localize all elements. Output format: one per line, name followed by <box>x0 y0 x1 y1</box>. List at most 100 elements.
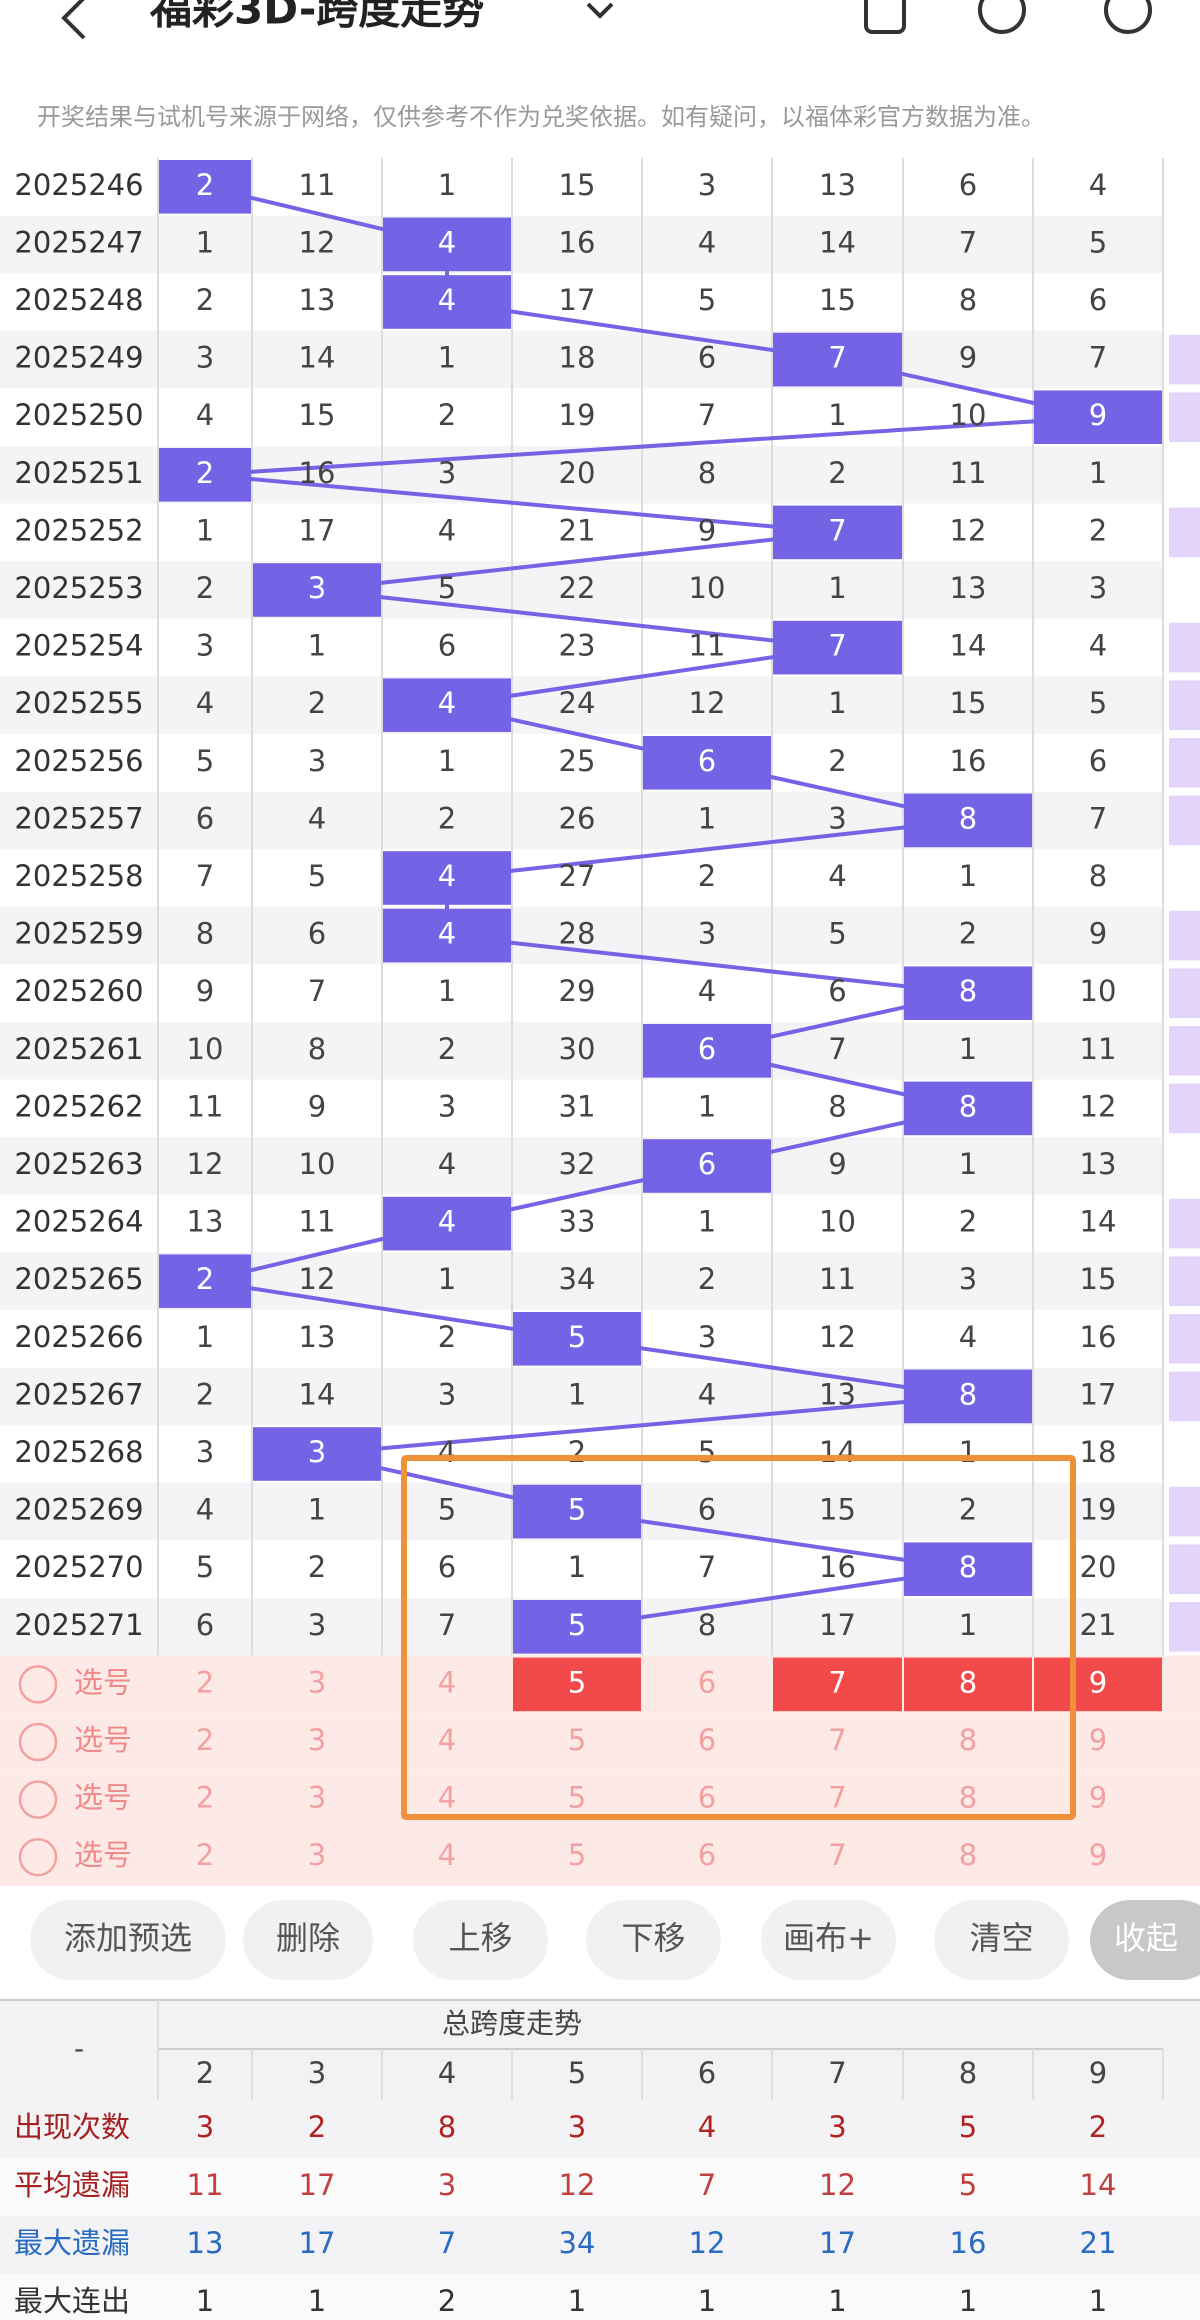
dropdown-icon[interactable] <box>586 2 614 19</box>
side-strip-block <box>1169 622 1200 673</box>
miss-count: 6 <box>196 1608 214 1642</box>
stats-value: 1 <box>568 2284 586 2318</box>
miss-count: 2 <box>196 283 214 317</box>
miss-count: 3 <box>308 744 326 778</box>
hit-number: 7 <box>828 341 846 375</box>
side-strip-block <box>1169 1314 1200 1364</box>
picker-radio[interactable] <box>18 1665 58 1704</box>
row-bg <box>0 849 1163 907</box>
picker-radio[interactable] <box>18 1722 58 1762</box>
picker-cell-selected[interactable] <box>513 1657 641 1712</box>
miss-count: 6 <box>308 917 326 951</box>
picker-cell-selected[interactable] <box>773 1657 902 1712</box>
hit-number: 6 <box>698 1147 716 1181</box>
stats-value: 5 <box>959 2168 977 2202</box>
trend-line <box>446 818 969 880</box>
action-button[interactable] <box>761 1900 896 1980</box>
stats-value: 8 <box>438 2110 456 2144</box>
miss-count: 4 <box>1089 168 1107 202</box>
action-button[interactable] <box>1090 1900 1200 1980</box>
miss-count: 4 <box>196 1493 214 1527</box>
trend-line <box>316 1452 578 1514</box>
action-button[interactable] <box>934 1900 1069 1980</box>
stats-value: 4 <box>698 2110 716 2144</box>
miss-count: 1 <box>308 1493 326 1527</box>
action-button[interactable] <box>413 1900 548 1980</box>
miss-count: 16 <box>819 1550 856 1584</box>
miss-count: 2 <box>438 801 456 835</box>
back-button[interactable] <box>61 0 86 40</box>
action-button[interactable] <box>30 1900 226 1980</box>
picker-label: 选号 <box>74 1838 132 1872</box>
miss-count: 4 <box>196 686 214 720</box>
period-label: 2025267 <box>14 1377 143 1411</box>
trend-line <box>446 300 838 362</box>
miss-count: 12 <box>689 686 726 720</box>
stats-value: 2 <box>1089 2110 1107 2144</box>
picker-number: 7 <box>828 1665 846 1699</box>
miss-count: 2 <box>698 1262 716 1296</box>
miss-count: 5 <box>438 571 456 605</box>
picker-number: 7 <box>828 1838 846 1872</box>
side-strip-block <box>1169 738 1200 788</box>
miss-count: 14 <box>950 629 987 663</box>
picker-cell-selected[interactable] <box>1034 1657 1162 1712</box>
picker-number: 4 <box>438 1838 456 1872</box>
miss-count: 26 <box>559 801 596 835</box>
picker-number: 9 <box>1089 1665 1107 1699</box>
miss-count: 1 <box>828 398 846 432</box>
miss-count: 15 <box>299 398 336 432</box>
miss-count: 1 <box>196 225 214 259</box>
trend-line <box>204 472 838 535</box>
row-bg <box>0 330 1163 389</box>
miss-count: 7 <box>698 1550 716 1584</box>
device-icon[interactable] <box>864 0 906 34</box>
miss-count: 6 <box>698 1493 716 1527</box>
miss-count: 3 <box>828 801 846 835</box>
miss-count: 12 <box>187 1147 224 1181</box>
miss-count: 32 <box>559 1147 596 1181</box>
miss-count: 1 <box>568 1550 586 1584</box>
hit-number: 4 <box>438 225 456 259</box>
side-strip-block <box>1169 392 1200 442</box>
miss-count: 4 <box>308 801 326 835</box>
miss-count: 2 <box>828 744 846 778</box>
miss-count: 3 <box>438 1377 456 1411</box>
miss-count: 12 <box>819 1320 856 1354</box>
miss-count: 10 <box>299 1147 336 1181</box>
button-label: 清空 <box>969 1919 1033 1957</box>
picker-number: 2 <box>196 1838 214 1872</box>
share-icon[interactable] <box>978 0 1026 34</box>
miss-count: 7 <box>698 398 716 432</box>
miss-count: 10 <box>689 571 726 605</box>
miss-count: 5 <box>196 744 214 778</box>
annotation-box <box>401 1455 1076 1820</box>
picker-radio[interactable] <box>18 1837 58 1877</box>
period-label: 2025251 <box>14 456 143 490</box>
period-label: 2025270 <box>14 1550 143 1584</box>
miss-count: 3 <box>308 1608 326 1642</box>
row-bg <box>0 561 1163 619</box>
action-button[interactable] <box>586 1900 721 1980</box>
stats-row-bg <box>0 2158 1200 2216</box>
hit-number: 6 <box>698 1032 716 1066</box>
picker-cell-selected[interactable] <box>904 1657 1032 1712</box>
picker-number: 5 <box>568 1665 586 1699</box>
miss-count: 1 <box>196 1320 214 1354</box>
miss-count: 7 <box>1089 801 1107 835</box>
miss-count: 2 <box>438 1032 456 1066</box>
action-button[interactable] <box>243 1900 373 1980</box>
picker-radio[interactable] <box>18 1780 58 1819</box>
trend-line <box>446 1164 708 1226</box>
miss-count: 11 <box>950 456 987 490</box>
miss-count: 8 <box>1089 859 1107 893</box>
stats-value: 34 <box>559 2226 596 2260</box>
miss-count: 18 <box>1080 1435 1117 1469</box>
picker-number: 8 <box>959 1665 977 1699</box>
stats-row-bg <box>0 2216 1200 2274</box>
miss-count: 13 <box>819 168 856 202</box>
miss-count: 4 <box>828 859 846 893</box>
miss-count: 9 <box>196 974 214 1008</box>
settings-icon[interactable] <box>1104 0 1152 34</box>
